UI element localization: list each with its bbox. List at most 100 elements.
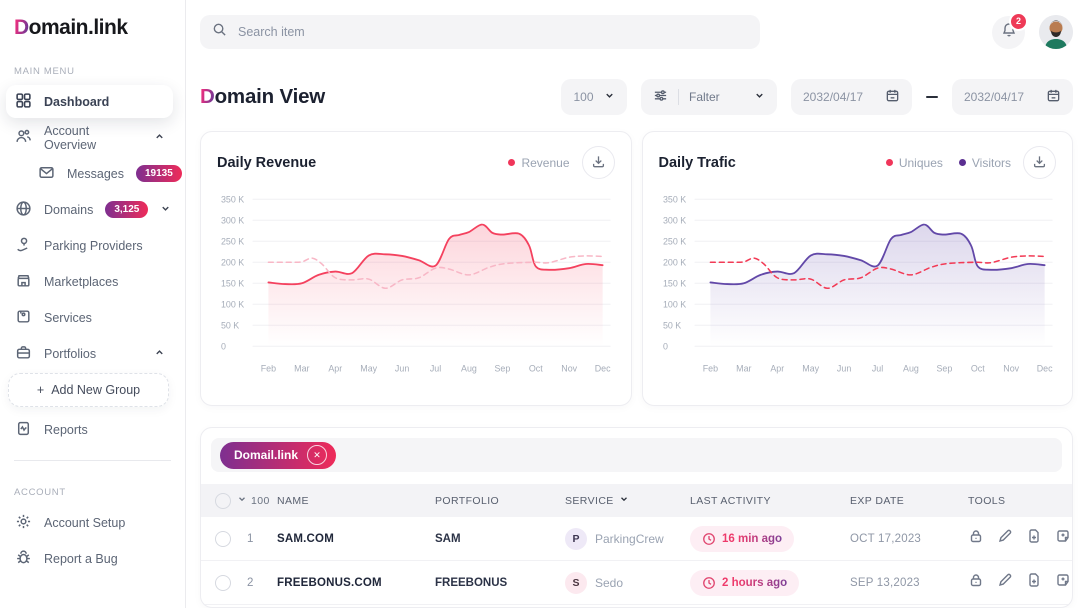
title-rest: omain View [214,85,326,108]
chart-title: Daily Trafic [658,154,736,171]
sidebar-item-label: Messages [67,166,124,181]
download-chart-button[interactable] [1023,146,1056,179]
sidebar-item-services[interactable]: Services [6,301,173,334]
chevron-down-icon[interactable] [160,203,171,217]
edit-icon[interactable] [997,528,1013,549]
row-tools [968,572,1072,593]
main-menu-label: MAIN MENU [14,66,75,77]
chevron-down-icon [754,90,765,104]
sliders-icon [653,88,668,106]
sidebar-item-reports[interactable]: Reports [6,413,173,446]
filter-chip-domail-link[interactable]: Domail.link ✕ [220,441,337,469]
date-to-picker[interactable]: 2032/04/17 [952,79,1073,115]
download-chart-button[interactable] [581,146,615,179]
chart-title: Daily Revenue [217,154,317,171]
add-new-group-label: Add New Group [51,383,141,397]
svg-text:Nov: Nov [561,364,577,374]
svg-text:50 K: 50 K [221,320,239,330]
edit-icon[interactable] [997,572,1013,593]
sidebar-item-domains[interactable]: Domains 3,125 [6,193,173,226]
svg-text:Dec: Dec [595,364,611,374]
legend-dot [885,159,893,166]
chevron-down-icon[interactable] [237,494,247,507]
column-header-portfolio[interactable]: PORTFOLIO [435,494,500,507]
portfolio-name: SAM [435,532,461,545]
column-header-exp-date[interactable]: EXP DATE [850,494,905,507]
svg-text:50 K: 50 K [662,320,680,330]
service-initial-badge: S [565,571,587,594]
sidebar-item-account-overview[interactable]: Account Overview [6,121,173,154]
svg-text:Dec: Dec [1036,364,1052,374]
plus-icon: + [36,383,45,397]
column-header-last-activity[interactable]: LAST ACTIVITY [690,494,771,507]
svg-text:Sep: Sep [936,364,952,374]
domain-name[interactable]: FREEBONUS.COM [277,576,382,589]
domain-name[interactable]: SAM.COM [277,532,334,545]
column-header-service[interactable]: SERVICE [565,494,690,507]
sidebar-item-label: Reports [44,422,88,437]
download-icon [1032,154,1047,172]
svg-text:0: 0 [662,341,667,351]
search-input[interactable] [236,24,748,40]
row-checkbox[interactable] [215,574,231,591]
page-size-select[interactable]: 100 [561,79,627,115]
svg-text:150 K: 150 K [662,278,685,288]
sidebar-item-account-setup[interactable]: Account Setup [6,506,173,539]
sidebar-item-label: Marketplaces [44,274,119,289]
select-all-checkbox[interactable] [215,492,231,509]
briefcase-icon [15,344,32,364]
service-name: Sedo [595,575,624,590]
sidebar-item-label: Portfolios [44,346,97,361]
svg-text:Mar: Mar [294,364,309,374]
clock-icon [703,532,715,545]
domains-count-badge: 3,125 [105,201,149,218]
svg-text:300 K: 300 K [662,215,685,225]
chevron-down-icon [604,90,615,104]
search-box[interactable] [200,15,760,49]
sidebar-item-marketplaces[interactable]: Marketplaces [6,265,173,298]
sidebar-item-parking-providers[interactable]: Parking Providers [6,229,173,262]
row-checkbox[interactable] [215,530,231,547]
table-row[interactable]: 2 FREEBONUS.COM FREEBONUS S Sedo 2 hours … [201,561,1072,605]
svg-text:May: May [802,364,819,374]
svg-text:200 K: 200 K [221,257,244,267]
add-new-group-button[interactable]: + Add New Group [8,373,169,407]
svg-text:350 K: 350 K [662,194,685,204]
sidebar-item-portfolios[interactable]: Portfolios [6,337,173,370]
legend-revenue: Revenue [508,156,570,170]
table-row[interactable]: 1 SAM.COM SAM P ParkingCrew 16 min ago OC… [201,517,1072,561]
svg-text:350 K: 350 K [221,194,244,204]
last-activity-pill: 2 hours ago [690,569,800,596]
svg-text:100 K: 100 K [221,299,244,309]
user-avatar[interactable] [1039,15,1073,49]
date-range-separator [926,96,938,98]
messages-count-badge: 19135 [135,165,182,182]
date-from-picker[interactable]: 2032/04/17 [791,79,912,115]
add-file-icon[interactable] [1026,528,1042,549]
envelope-icon [38,164,55,184]
table-header-row: 100 NAME PORTFOLIO SERVICE LAST ACTIVITY… [201,484,1072,517]
add-file-icon[interactable] [1026,572,1042,593]
lock-icon[interactable] [968,528,984,549]
chevron-up-icon[interactable] [154,131,165,145]
svg-text:250 K: 250 K [221,236,244,246]
add-note-icon[interactable] [1055,528,1071,549]
filter-dropdown[interactable]: Falter [641,79,777,115]
calendar-icon [885,88,900,106]
add-note-icon[interactable] [1055,572,1071,593]
bug-icon [15,549,32,569]
lock-icon[interactable] [968,572,984,593]
chip-label: Domail.link [234,448,299,462]
chevron-up-icon[interactable] [154,347,165,361]
column-header-name[interactable]: NAME [277,494,309,507]
svg-text:200 K: 200 K [662,257,685,267]
svg-text:0: 0 [221,341,226,351]
sidebar-item-messages[interactable]: Messages 19135 [6,157,182,190]
app-logo[interactable]: Domain.link [14,16,185,40]
sidebar-item-report-a-bug[interactable]: Report a Bug [6,542,173,575]
daily-revenue-card: Daily Revenue Revenue 0 50 K 100 K 150 K 200… [200,131,632,406]
service-initial-badge: P [565,527,587,550]
sidebar-item-dashboard[interactable]: Dashboard [6,85,173,118]
close-icon[interactable]: ✕ [307,445,328,465]
svg-text:Jul: Jul [430,364,441,374]
